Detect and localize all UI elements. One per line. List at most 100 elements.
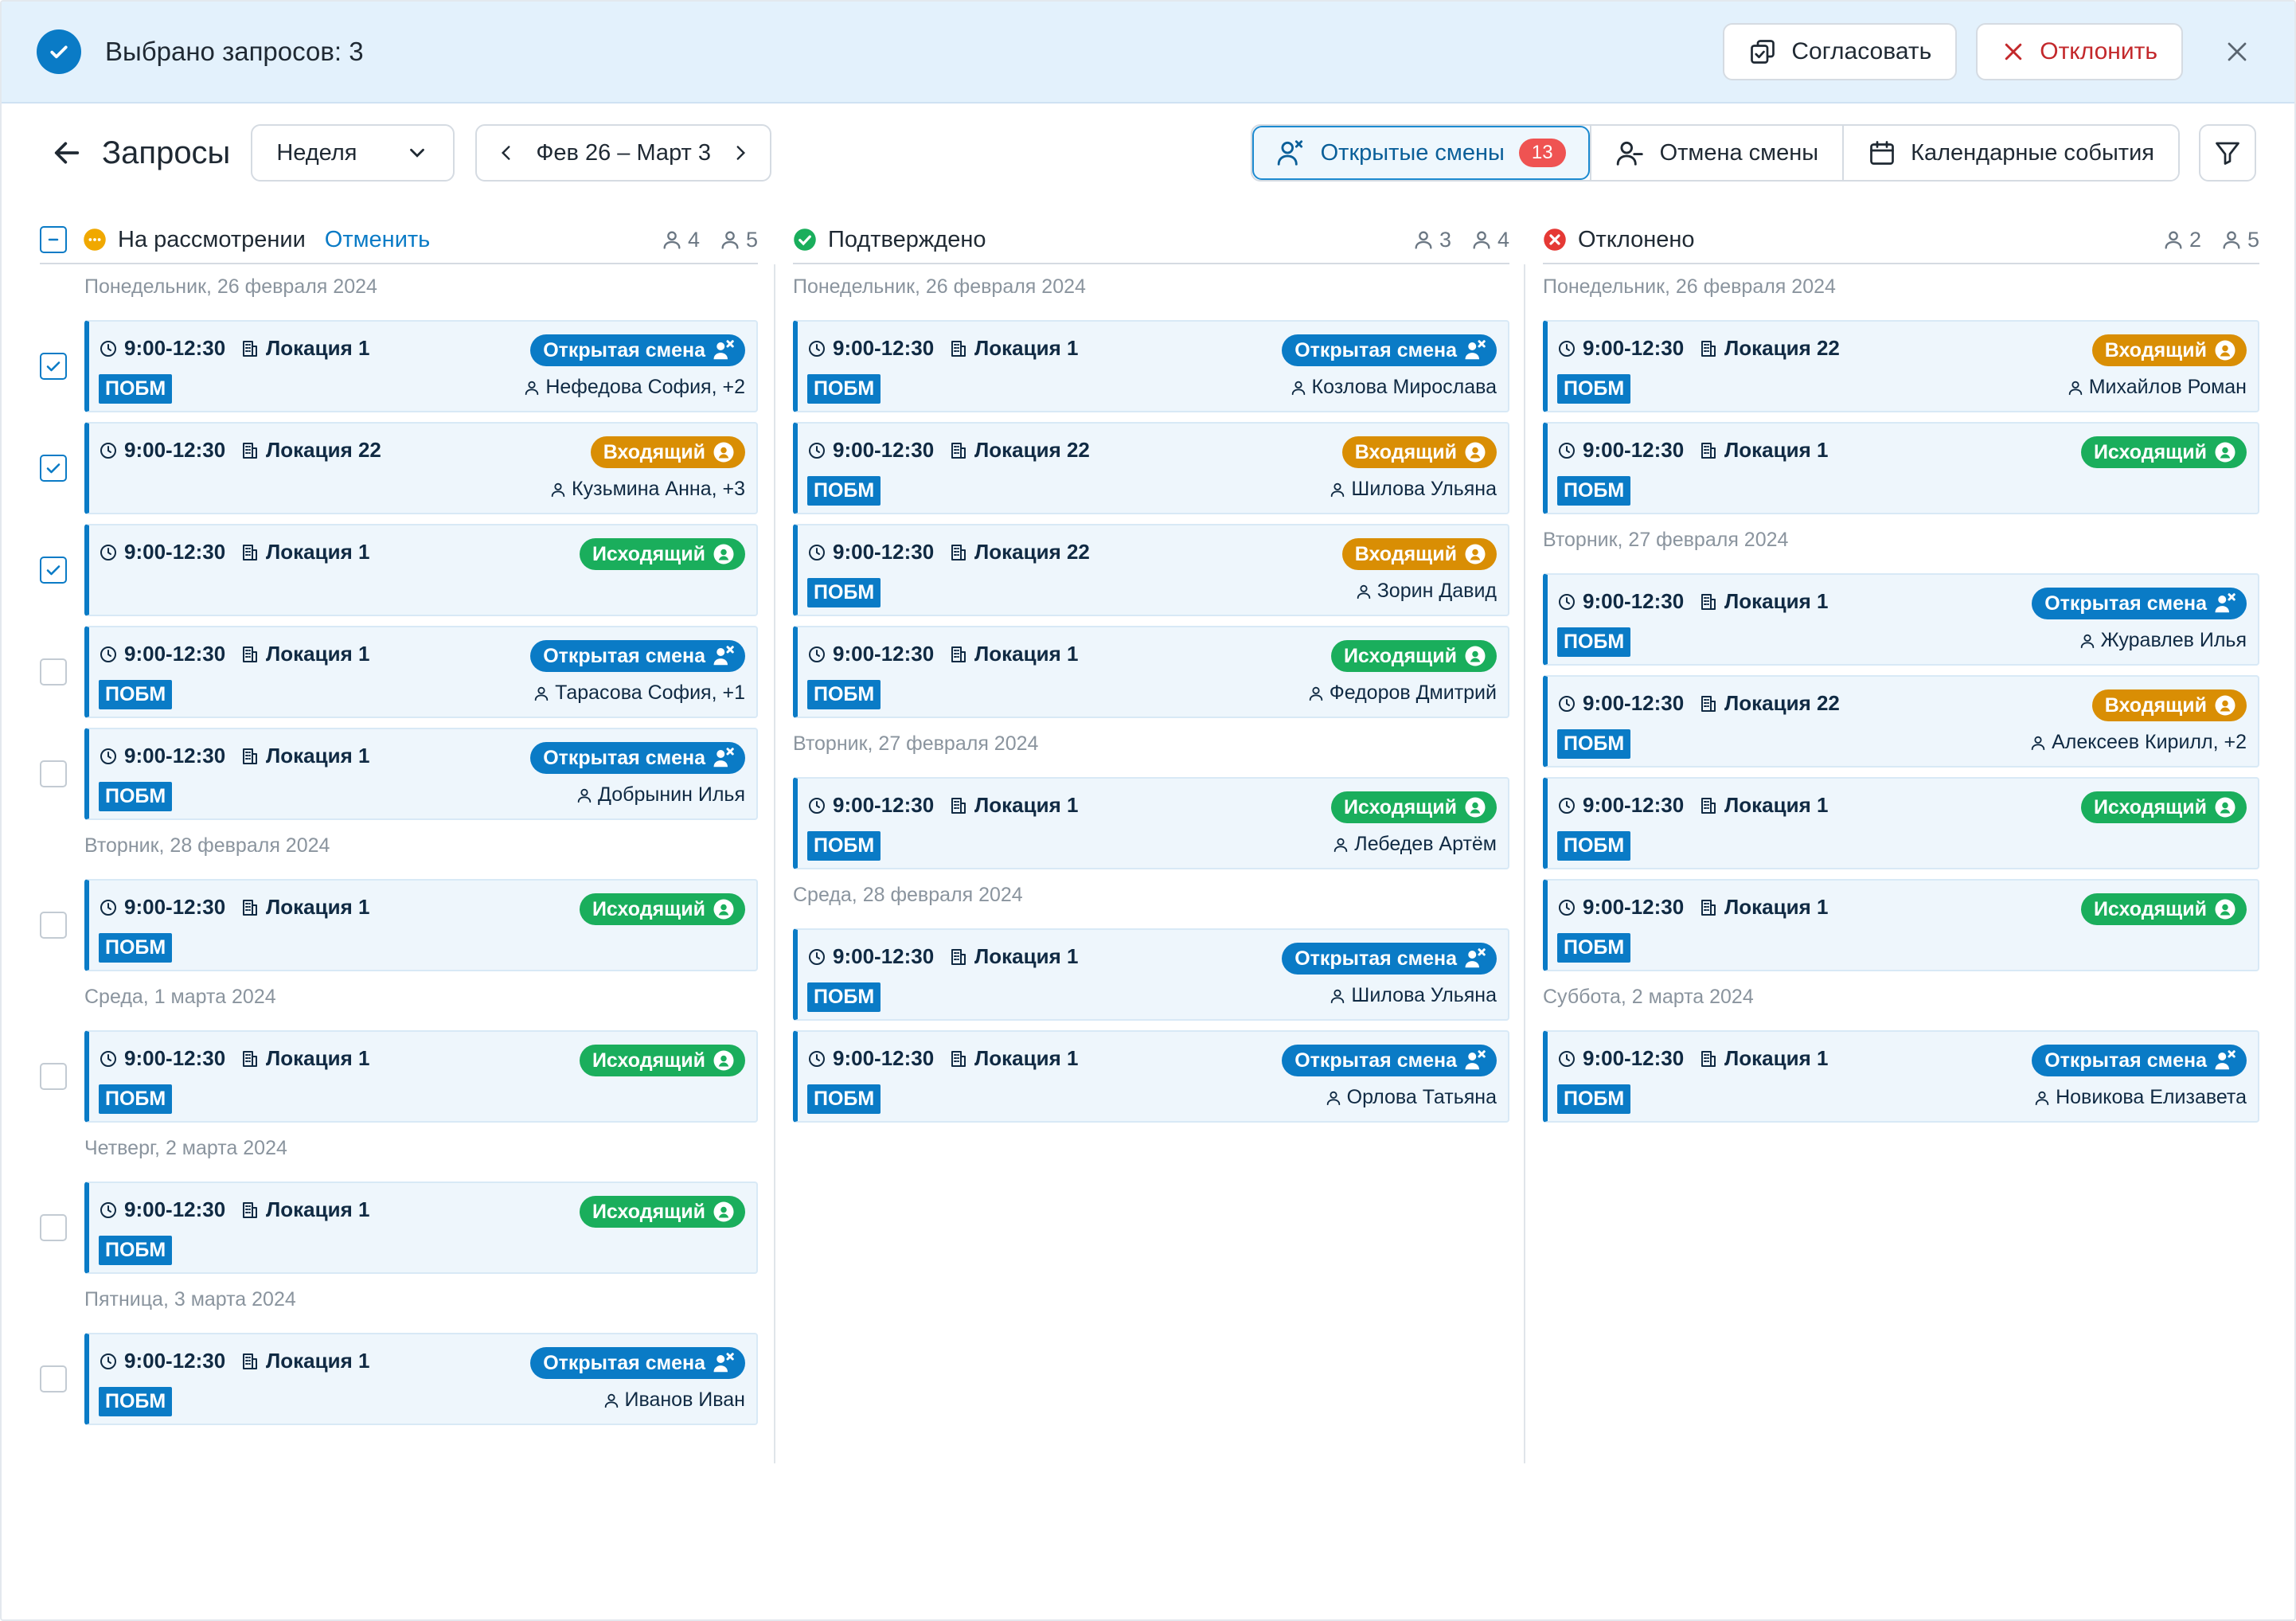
clock-icon xyxy=(100,646,116,662)
assignee: Новикова Елизавета xyxy=(2033,1086,2247,1109)
tab-calendar-events[interactable]: Календарные события xyxy=(1842,126,2178,180)
clock-icon xyxy=(100,748,116,764)
building-icon xyxy=(951,544,966,561)
building-icon xyxy=(1701,1050,1716,1067)
assignee-name: Козлова Мирослава xyxy=(1311,376,1497,398)
reject-button[interactable]: Отклонить xyxy=(1976,23,2183,80)
location-value: Локация 1 xyxy=(266,540,370,564)
assignee: Иванов Иван xyxy=(603,1389,745,1412)
request-card[interactable]: 9:00-12:30 Локация 22 Входящий Кузьмина Анн… xyxy=(84,422,758,514)
swap-icon xyxy=(2215,797,2235,818)
request-card[interactable]: 9:00-12:30 Локация 1 ПОБМ Открытая смена Шил… xyxy=(793,928,1509,1021)
shift-location: Локация 1 xyxy=(949,944,1078,969)
back-arrow-icon[interactable] xyxy=(51,137,83,169)
shift-time: 9:00-12:30 xyxy=(99,1197,225,1222)
request-card[interactable]: 9:00-12:30 Локация 1 ПОБМ Открытая смена Коз… xyxy=(793,320,1509,412)
open-shift-icon xyxy=(2215,1050,2235,1070)
shift-time-value: 9:00-12:30 xyxy=(833,438,935,462)
column-header[interactable]: Подтверждено 3 4 xyxy=(793,217,1509,264)
shift-time-value: 9:00-12:30 xyxy=(833,944,935,968)
shift-cancel-icon xyxy=(1616,141,1643,166)
column-header[interactable]: Отклонено 2 5 xyxy=(1543,217,2259,264)
person-icon xyxy=(604,1393,618,1408)
request-card[interactable]: 9:00-12:30 Локация 1 ПОБМ Открытая смена Доб… xyxy=(84,728,758,820)
assignee: Алексеев Кирилл, +2 xyxy=(2029,731,2247,754)
request-card[interactable]: 9:00-12:30 Локация 1 ПОБМ Исходящий xyxy=(84,1030,758,1123)
page-header: Запросы Неделя Фев 26 – Март 3 Открытые … xyxy=(2,124,2294,182)
close-selection-button[interactable] xyxy=(2215,29,2259,74)
shift-location: Локация 1 xyxy=(240,642,369,666)
request-type-badge: Исходящий xyxy=(1330,791,1497,823)
request-card[interactable]: 9:00-12:30 Локация 1 ПОБМ Исходящий xyxy=(1543,879,2259,971)
person-icon xyxy=(525,381,539,395)
shift-location: Локация 22 xyxy=(949,438,1090,463)
period-dropdown[interactable]: Неделя xyxy=(251,124,455,182)
request-card[interactable]: 9:00-12:30 Локация 1 ПОБМ Открытая смена Орл… xyxy=(793,1030,1509,1123)
request-card[interactable]: 9:00-12:30 Локация 1 ПОБМ Открытая смена Жур… xyxy=(1543,573,2259,666)
filter-button[interactable] xyxy=(2199,124,2256,182)
column-separator xyxy=(774,264,775,1463)
approve-button[interactable]: Согласовать xyxy=(1723,23,1958,80)
chevron-right-icon[interactable] xyxy=(730,143,751,163)
assignee-name: Новикова Елизавета xyxy=(2056,1086,2247,1108)
shift-time: 9:00-12:30 xyxy=(807,1046,934,1071)
shift-time: 9:00-12:30 xyxy=(807,944,934,969)
row-checkbox[interactable] xyxy=(40,912,67,939)
request-card[interactable]: 9:00-12:30 Локация 1 ПОБМ Открытая смена Тар… xyxy=(84,626,758,718)
day-label: Среда, 1 марта 2024 xyxy=(84,986,276,1008)
location-value: Локация 22 xyxy=(974,438,1090,462)
location-value: Локация 1 xyxy=(266,895,370,919)
request-card[interactable]: 9:00-12:30 Локация 1 ПОБМ Исходящий xyxy=(84,879,758,971)
request-card[interactable]: 9:00-12:30 Локация 1 ПОБМ Исходящий Федоров … xyxy=(793,626,1509,718)
people-count-icon xyxy=(2165,231,2182,249)
select-all-checkbox[interactable] xyxy=(40,226,67,253)
position-tag: ПОБМ xyxy=(807,476,881,506)
request-card[interactable]: 9:00-12:30 Локация 1 ПОБМ Исходящий xyxy=(1543,422,2259,514)
chevron-left-icon[interactable] xyxy=(496,143,517,163)
column-header[interactable]: На рассмотрении Отменить 4 5 xyxy=(40,217,758,264)
request-card[interactable]: 9:00-12:30 Локация 1 ПОБМ Открытая смена Неф… xyxy=(84,320,758,412)
request-card[interactable]: 9:00-12:30 Локация 22 ПОБМ Входящий Шилова У… xyxy=(793,422,1509,514)
request-card[interactable]: 9:00-12:30 Локация 1 ПОБМ Исходящий Лебедев … xyxy=(793,777,1509,869)
location-value: Локация 1 xyxy=(1724,589,1829,613)
row-checkbox[interactable] xyxy=(40,557,67,584)
request-card[interactable]: 9:00-12:30 Локация 22 ПОБМ Входящий Зорин Да… xyxy=(793,524,1509,616)
row-checkbox[interactable] xyxy=(40,760,67,787)
request-card[interactable]: 9:00-12:30 Локация 22 ПОБМ Входящий Алексеев… xyxy=(1543,675,2259,768)
tab-shift-cancel[interactable]: Отмена смены xyxy=(1589,126,1843,180)
request-card[interactable]: 9:00-12:30 Локация 1 ПОБМ Открытая смена Ива… xyxy=(84,1333,758,1425)
tab-open-shifts[interactable]: Открытые смены 13 xyxy=(1251,126,1590,180)
row-checkbox[interactable] xyxy=(40,1214,67,1241)
cancel-link[interactable]: Отменить xyxy=(324,226,431,252)
selection-count: Выбрано запросов: 3 xyxy=(105,37,364,66)
request-card[interactable]: 9:00-12:30 Локация 1 ПОБМ Исходящий xyxy=(84,1182,758,1274)
clock-icon xyxy=(100,340,116,357)
location-value: Локация 1 xyxy=(974,793,1079,817)
request-type-badge: Открытая смена xyxy=(530,640,745,672)
assignee: Тарасова София, +1 xyxy=(533,682,745,705)
row-checkbox[interactable] xyxy=(40,455,67,482)
location-value: Локация 1 xyxy=(1724,1046,1829,1070)
request-type-label: Исходящий xyxy=(2093,897,2207,920)
request-card[interactable]: 9:00-12:30 Локация 1 Исходящий xyxy=(84,524,758,616)
clock-icon xyxy=(100,442,116,459)
request-card[interactable]: 9:00-12:30 Локация 1 ПОБМ Исходящий xyxy=(1543,777,2259,869)
row-checkbox[interactable] xyxy=(40,1365,67,1392)
position-tag: ПОБМ xyxy=(1557,831,1631,861)
day-label: Среда, 28 февраля 2024 xyxy=(793,884,1023,906)
tab-calendar-events-label: Календарные события xyxy=(1911,139,2154,166)
request-type-badge: Исходящий xyxy=(579,1196,745,1228)
request-type-badge: Исходящий xyxy=(2080,893,2247,925)
request-card[interactable]: 9:00-12:30 Локация 22 ПОБМ Входящий Михайлов… xyxy=(1543,320,2259,412)
shift-time-value: 9:00-12:30 xyxy=(1583,1046,1685,1070)
row-checkbox[interactable] xyxy=(40,353,67,380)
request-card[interactable]: 9:00-12:30 Локация 1 ПОБМ Открытая смена Нов… xyxy=(1543,1030,2259,1123)
clock-icon xyxy=(809,948,825,965)
building-icon xyxy=(951,1050,966,1067)
shift-location: Локация 1 xyxy=(949,1046,1078,1071)
swap-icon xyxy=(1465,797,1486,818)
shift-location: Локация 1 xyxy=(240,1349,369,1373)
shift-location: Локация 22 xyxy=(1699,336,1840,361)
row-checkbox[interactable] xyxy=(40,658,67,686)
row-checkbox[interactable] xyxy=(40,1063,67,1090)
